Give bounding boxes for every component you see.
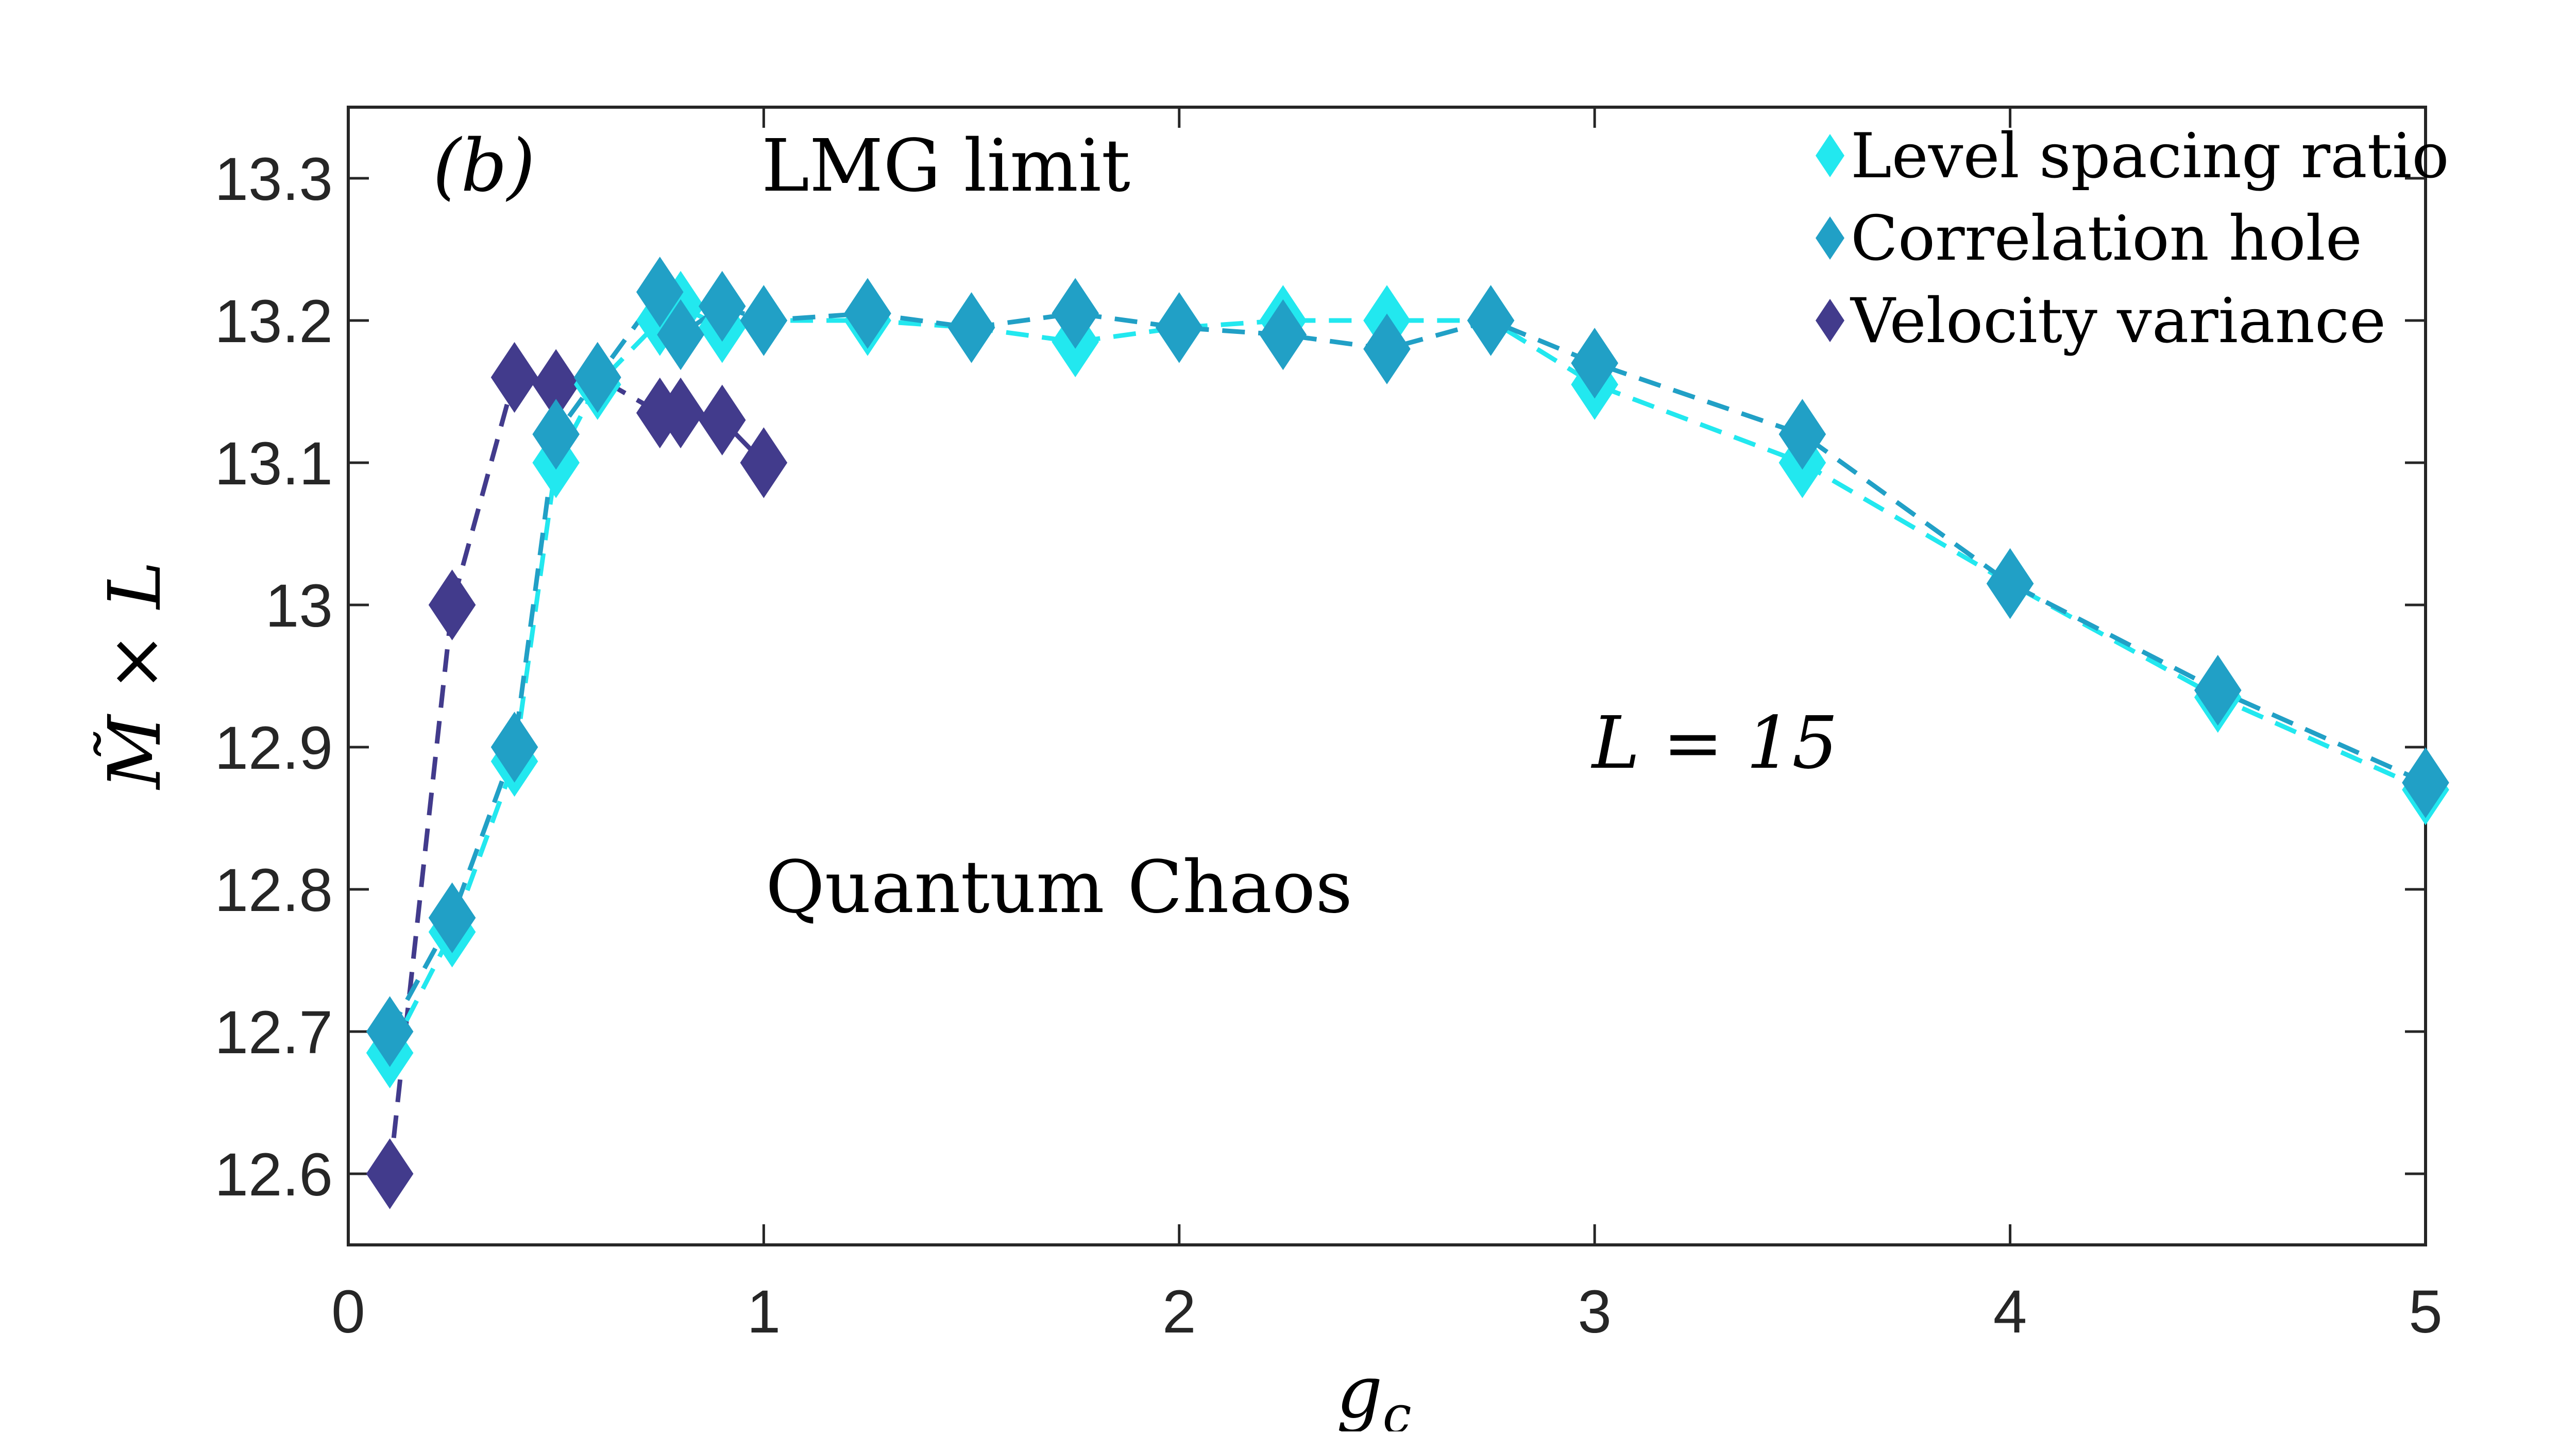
- x-axis-label-subscript: c: [1383, 1385, 1412, 1431]
- x-tick-label: 0: [331, 1278, 365, 1346]
- marker-velocity-variance: [740, 427, 788, 498]
- marker-velocity-variance: [366, 1138, 414, 1209]
- x-tick-label: 3: [1578, 1278, 1612, 1346]
- marker-correlation-hole: [1052, 278, 1099, 349]
- marker-correlation-hole: [1155, 292, 1203, 363]
- y-tick-label: 13.1: [214, 430, 333, 498]
- legend-label-velocity-variance: Velocity variance: [1850, 285, 2386, 357]
- annotation-system-size: L = 15: [1590, 701, 1838, 785]
- marker-correlation-hole: [657, 299, 704, 370]
- x-tick-label: 5: [2409, 1278, 2443, 1346]
- marker-velocity-variance: [490, 342, 538, 413]
- marker-correlation-hole: [1363, 313, 1411, 384]
- legend-marker-velocity-variance: [1816, 299, 1844, 342]
- marker-velocity-variance: [428, 569, 476, 640]
- marker-correlation-hole: [2194, 654, 2242, 726]
- legend-marker-level-spacing-ratio: [1816, 134, 1844, 177]
- marker-correlation-hole: [574, 342, 621, 413]
- x-tick-label: 2: [1162, 1278, 1196, 1346]
- marker-correlation-hole: [636, 257, 684, 328]
- y-axis-label: M̃ × L: [93, 561, 177, 791]
- y-tick-label: 13.3: [214, 145, 333, 213]
- marker-correlation-hole: [1986, 548, 2034, 619]
- marker-correlation-hole: [740, 285, 788, 356]
- y-tick-label: 12.9: [214, 714, 333, 782]
- y-tick-label: 12.7: [214, 999, 333, 1067]
- marker-correlation-hole: [366, 996, 414, 1067]
- marker-correlation-hole: [2402, 747, 2449, 818]
- panel-label: (b): [433, 124, 535, 208]
- marker-correlation-hole: [1467, 285, 1515, 356]
- plot-frame: [347, 106, 2427, 1246]
- marker-correlation-hole: [428, 882, 476, 953]
- legend-marker-correlation-hole: [1816, 216, 1844, 260]
- x-tick-label: 1: [747, 1278, 781, 1346]
- marker-correlation-hole: [947, 292, 995, 363]
- marker-correlation-hole: [1778, 399, 1826, 470]
- legend: Level spacing ratio Correlation hole Veloc…: [1816, 121, 2449, 357]
- annotation-quantum-chaos: Quantum Chaos: [766, 846, 1352, 930]
- marker-correlation-hole: [844, 278, 891, 349]
- marker-velocity-variance: [698, 384, 746, 455]
- marker-velocity-variance: [657, 377, 704, 449]
- marker-correlation-hole: [1571, 328, 1619, 399]
- marker-correlation-hole: [490, 712, 538, 783]
- marker-correlation-hole: [532, 399, 580, 470]
- y-tick-label: 12.8: [214, 856, 333, 924]
- y-tick-label: 12.6: [214, 1141, 333, 1209]
- axis-ticks: 0 1 2 3 4 5 12.6 12.7 12.8 12.9 13 13.1 13.2 13.3: [214, 107, 2443, 1346]
- annotation-lmg-limit: LMG limit: [761, 124, 1130, 208]
- y-tick-label: 13: [265, 572, 333, 640]
- marker-correlation-hole: [1259, 299, 1307, 370]
- x-axis-label: gc: [1336, 1351, 1412, 1431]
- series-line-correlation-hole: [387, 288, 2427, 1033]
- legend-label-correlation-hole: Correlation hole: [1851, 203, 2362, 275]
- x-tick-label: 4: [1993, 1278, 2027, 1346]
- legend-label-level-spacing-ratio: Level spacing ratio: [1851, 121, 2449, 192]
- series-markers: [366, 257, 2449, 1209]
- marker-correlation-hole: [698, 271, 746, 342]
- x-axis-label-main: g: [1336, 1351, 1383, 1431]
- y-tick-label: 13.2: [214, 288, 333, 356]
